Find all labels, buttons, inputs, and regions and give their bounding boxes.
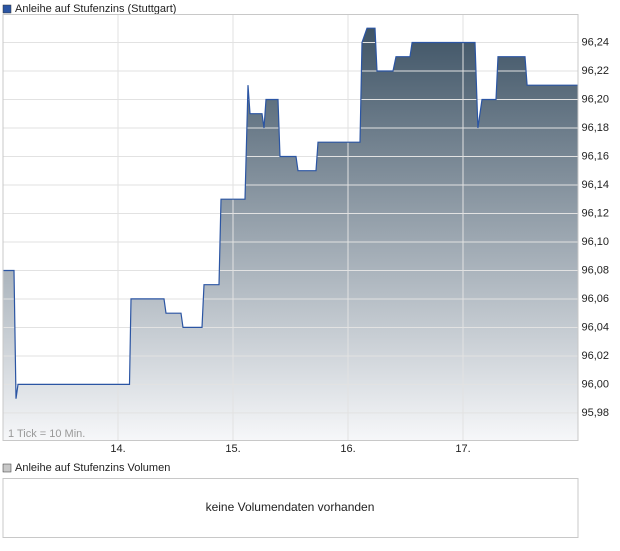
y-tick-label: 96,18 xyxy=(581,122,609,134)
volume-legend: Anleihe auf Stufenzins Volumen xyxy=(15,462,170,474)
y-tick-label: 96,08 xyxy=(581,264,609,276)
y-tick-label: 96,12 xyxy=(581,207,609,219)
plot-border xyxy=(2,14,579,441)
annotation: 1 Tick = 10 Min. xyxy=(8,428,85,440)
x-tick-label: 15. xyxy=(225,443,240,455)
legend-swatch xyxy=(2,4,12,14)
x-tick-label: 14. xyxy=(110,443,125,455)
x-tick-label: 16. xyxy=(340,443,355,455)
y-tick-label: 95,98 xyxy=(581,407,609,419)
legend-swatch xyxy=(2,463,12,473)
legend-label: Anleihe auf Stufenzins (Stuttgart) xyxy=(15,3,176,15)
plot-area xyxy=(3,14,578,440)
y-tick-label: 96,10 xyxy=(581,236,609,248)
area xyxy=(3,28,578,440)
y-tick-label: 96,22 xyxy=(581,65,609,77)
y-tick-label: 96,20 xyxy=(581,93,609,105)
y-tick-label: 96,16 xyxy=(581,150,609,162)
volume-panel xyxy=(2,478,579,538)
y-tick-label: 96,06 xyxy=(581,293,609,305)
y-tick-label: 96,14 xyxy=(581,179,609,191)
y-tick-label: 96,02 xyxy=(581,350,609,362)
volume-message: keine Volumendaten vorhanden xyxy=(206,500,375,514)
y-tick-label: 96,24 xyxy=(581,36,609,48)
y-tick-label: 96,04 xyxy=(581,321,609,333)
price-line xyxy=(3,27,578,399)
x-tick-label: 17. xyxy=(455,443,470,455)
y-tick-label: 96,00 xyxy=(581,378,609,390)
